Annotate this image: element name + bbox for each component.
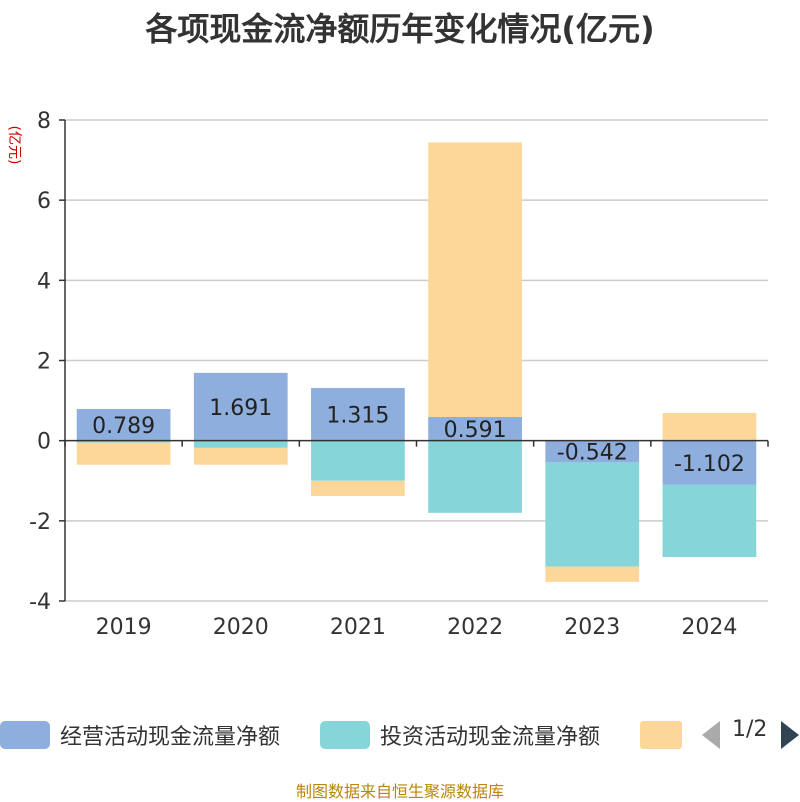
bar-series1-2020 bbox=[193, 440, 288, 448]
legend-item-operating[interactable]: 经营活动现金流量净额 bbox=[0, 715, 280, 755]
bar-series1-2023 bbox=[545, 462, 640, 567]
bar-series2-2020 bbox=[193, 447, 288, 465]
y-tick-label: 4 bbox=[37, 269, 51, 294]
x-tick-label-2024: 2024 bbox=[681, 615, 737, 640]
y-tick-label: 0 bbox=[37, 430, 51, 455]
y-tick-label: 2 bbox=[37, 350, 51, 375]
bar-series1-2022 bbox=[428, 440, 522, 513]
data-label-2022: 0.591 bbox=[444, 418, 507, 443]
bar-series0-2019 bbox=[76, 409, 171, 441]
x-tick-label-2019: 2019 bbox=[96, 615, 152, 640]
data-label-2020: 1.691 bbox=[209, 396, 272, 421]
data-label-2019: 0.789 bbox=[92, 414, 155, 439]
data-label-2021: 1.315 bbox=[326, 403, 389, 428]
legend-label-investing: 投资活动现金流量净额 bbox=[380, 725, 601, 750]
y-axis-unit-label: (亿元) bbox=[6, 126, 22, 165]
chart-title: 各项现金流净额历年变化情况(亿元) bbox=[145, 10, 655, 48]
legend-next-page-icon[interactable] bbox=[781, 721, 799, 749]
data-label-2023: -0.542 bbox=[557, 441, 628, 466]
y-tick-label: 6 bbox=[37, 189, 51, 214]
bar-series0-2021 bbox=[311, 387, 405, 441]
x-tick-label-2021: 2021 bbox=[330, 615, 386, 640]
bar-series0-2023 bbox=[545, 440, 640, 463]
legend: 经营活动现金流量净额 投资活动现金流量净额 1/2 bbox=[0, 715, 800, 755]
bar-series0-2024 bbox=[662, 440, 757, 485]
y-tick-label: -4 bbox=[29, 590, 51, 615]
legend-swatch-financing bbox=[640, 721, 682, 749]
bar-series1-2024 bbox=[662, 484, 757, 557]
bar-series2-2022 bbox=[428, 142, 522, 417]
bar-series2-2023 bbox=[545, 566, 640, 582]
legend-page-indicator: 1/2 bbox=[732, 717, 768, 742]
y-tick-label: 8 bbox=[37, 109, 51, 134]
legend-label-operating: 经营活动现金流量净额 bbox=[60, 725, 281, 750]
x-tick-label-2023: 2023 bbox=[564, 615, 620, 640]
x-tick-label-2022: 2022 bbox=[447, 615, 503, 640]
legend-swatch-operating bbox=[0, 721, 50, 749]
bar-series2-2024 bbox=[662, 413, 757, 441]
bar-series0-2022 bbox=[428, 416, 522, 441]
bar-series2-2019 bbox=[76, 442, 171, 465]
data-source-note: 制图数据来自恒生聚源数据库 bbox=[295, 782, 504, 801]
bar-series1-2019 bbox=[76, 440, 171, 443]
legend-prev-page-icon[interactable] bbox=[702, 721, 720, 749]
legend-item-financing[interactable] bbox=[640, 715, 682, 755]
y-tick-label: -2 bbox=[29, 510, 51, 535]
x-tick-label-2020: 2020 bbox=[213, 615, 269, 640]
bar-series2-2021 bbox=[311, 480, 405, 496]
legend-swatch-investing bbox=[320, 721, 370, 749]
legend-item-investing[interactable]: 投资活动现金流量净额 bbox=[320, 715, 600, 755]
chart-plot-area: (亿元) -4 -2 0 2 4 6 8 2019 2020 2021 2022 2023 2024 0.7… bbox=[6, 109, 769, 640]
data-label-2024: -1.102 bbox=[674, 452, 745, 477]
bar-series1-2021 bbox=[311, 440, 405, 481]
bar-series0-2020 bbox=[193, 372, 288, 441]
